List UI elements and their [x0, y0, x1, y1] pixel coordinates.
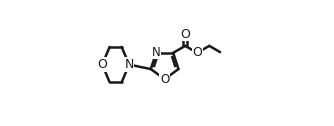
- Text: O: O: [160, 73, 169, 86]
- Text: O: O: [97, 58, 107, 71]
- Text: N: N: [152, 45, 160, 59]
- Text: O: O: [180, 27, 190, 41]
- Text: N: N: [124, 58, 134, 71]
- Text: O: O: [192, 46, 202, 59]
